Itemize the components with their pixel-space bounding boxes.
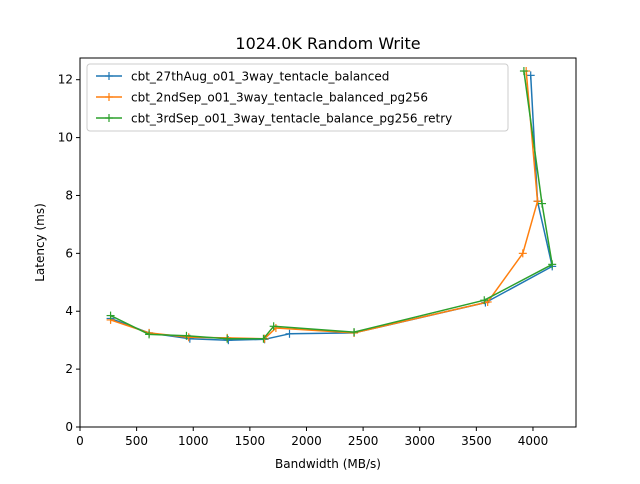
data-point	[519, 67, 528, 76]
data-point	[145, 330, 154, 339]
series-3	[106, 67, 557, 343]
y-tick-label: 0	[65, 420, 73, 434]
x-tick-label: 1500	[235, 434, 266, 448]
x-tick-label: 3000	[404, 434, 435, 448]
legend-entry: cbt_27thAug_o01_3way_tentacle_balanced	[96, 70, 389, 84]
data-point	[526, 71, 535, 80]
plot-area	[106, 67, 557, 345]
y-tick-label: 6	[65, 246, 73, 260]
legend-label: cbt_2ndSep_o01_3way_tentacle_balanced_pg…	[131, 91, 428, 105]
x-tick-label: 1000	[178, 434, 209, 448]
x-tick-label: 4000	[518, 434, 549, 448]
x-tick-label: 2500	[348, 434, 379, 448]
data-point	[518, 249, 527, 258]
axes: 0 500 1000 1500 2000 2500 3000 3500 4000 0 2 4 6 8 10 1…	[58, 73, 549, 448]
x-axis-label: Bandwidth (MB/s)	[275, 457, 381, 471]
legend-entry: cbt_3rdSep_o01_3way_tentacle_balance_pg2…	[96, 112, 452, 126]
data-point	[533, 197, 542, 206]
y-axis-label: Latency (ms)	[33, 203, 47, 282]
y-tick-label: 8	[65, 188, 73, 202]
y-tick-label: 10	[58, 131, 73, 145]
x-tick-label: 500	[125, 434, 148, 448]
x-tick-label: 2000	[291, 434, 322, 448]
legend-label: cbt_3rdSep_o01_3way_tentacle_balance_pg2…	[131, 112, 452, 126]
plot-frame	[79, 57, 577, 428]
legend-box	[86, 63, 509, 132]
chart-title: 1024.0K Random Write	[235, 34, 420, 53]
data-point	[259, 334, 268, 343]
data-point	[548, 260, 557, 269]
data-point	[483, 297, 492, 306]
legend-label: cbt_27thAug_o01_3way_tentacle_balanced	[131, 70, 389, 84]
y-tick-label: 4	[65, 304, 73, 318]
y-tick-label: 2	[65, 362, 73, 376]
data-point	[538, 199, 547, 208]
data-point	[106, 311, 115, 320]
y-tick-label: 12	[58, 73, 73, 87]
data-point	[182, 331, 191, 340]
legend-entry: cbt_2ndSep_o01_3way_tentacle_balanced_pg…	[96, 91, 428, 105]
data-point	[223, 334, 232, 343]
x-tick-label: 3500	[461, 434, 492, 448]
data-point	[269, 322, 278, 331]
x-tick-label: 0	[76, 434, 84, 448]
data-point	[350, 328, 359, 337]
data-point	[285, 329, 294, 338]
legend: cbt_27thAug_o01_3way_tentacle_balancedcb…	[86, 63, 509, 132]
data-point	[480, 296, 489, 305]
